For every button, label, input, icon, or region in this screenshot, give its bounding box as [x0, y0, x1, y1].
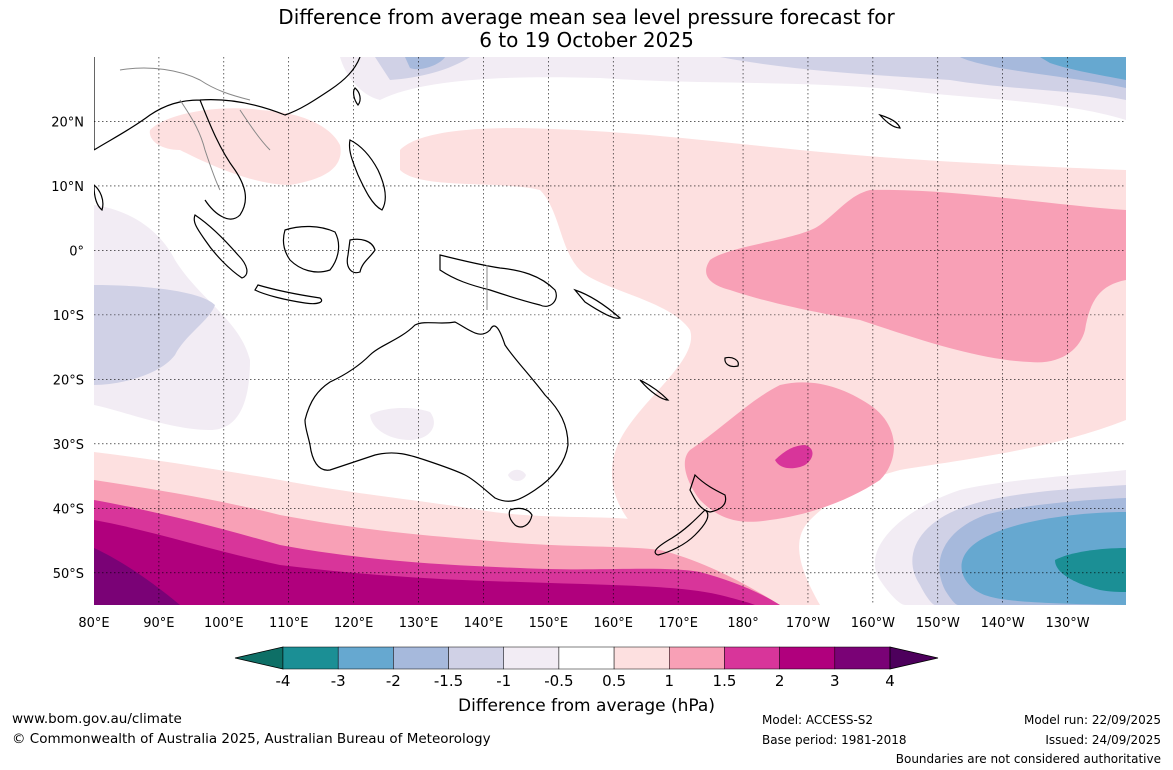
colorbar-swatch	[558, 646, 615, 670]
sri-lanka-coast	[94, 184, 104, 212]
copyright-text: © Commonwealth of Australia 2025, Austra…	[12, 731, 491, 747]
longitude-label: 120°E	[334, 616, 374, 631]
latitude-labels: 20°N 10°N 0° 10°S 20°S 30°S 40°S 50°S	[51, 115, 84, 581]
colorbar-title: Difference from average (hPa)	[458, 696, 715, 716]
colorbar-tick-label: 2	[774, 672, 785, 690]
colorbar-upper-arrow	[889, 646, 939, 670]
longitude-label: 140°W	[981, 616, 1025, 631]
colorbar-swatch	[613, 646, 670, 670]
colorbar-swatch	[503, 646, 560, 670]
latitude-label: 0°	[69, 244, 84, 259]
new-caledonia-coast	[639, 379, 670, 401]
map-title-line1: Difference from average mean sea level p…	[278, 5, 895, 29]
colorbar-swatch	[724, 646, 780, 670]
latitude-label: 10°N	[51, 180, 84, 195]
colorbar-tick-label: -2	[385, 672, 401, 690]
latitude-label: 30°S	[53, 438, 84, 453]
longitude-label: 150°W	[916, 616, 960, 631]
latitude-label: 10°S	[53, 309, 84, 324]
colorbar-tick-label: -1.5	[433, 672, 464, 690]
latitude-label: 40°S	[53, 502, 84, 517]
colorbar-swatch	[779, 646, 836, 670]
colorbar-swatch	[834, 646, 891, 670]
disclaimer-text: Boundaries are not considered authoritat…	[895, 752, 1161, 766]
colorbar-swatch	[448, 646, 504, 670]
fiji-coast	[724, 356, 739, 368]
colorbar-tick-label: 4	[885, 672, 895, 690]
pressure-anomaly-contours	[94, 57, 1126, 605]
longitude-label: 150°E	[529, 616, 569, 631]
colorbar-lower-arrow	[234, 646, 284, 670]
country-borders	[119, 67, 488, 310]
australia-coast	[304, 321, 569, 502]
map-title-line2: 6 to 19 October 2025	[479, 28, 694, 52]
longitude-label: 180°	[727, 616, 758, 631]
colorbar-tick-label: -1	[496, 672, 512, 690]
latitude-label: 20°S	[53, 373, 84, 388]
colorbar-tick-label: 1	[664, 672, 675, 690]
colorbar-tick-label: -4	[275, 672, 291, 690]
model-run-text: Model run: 22/09/2025	[1023, 713, 1161, 727]
longitude-label: 170°W	[786, 616, 830, 631]
longitude-label: 110°E	[269, 616, 309, 631]
colorbar-swatch	[337, 646, 394, 670]
latitude-label: 20°N	[51, 115, 84, 130]
longitude-label: 170°E	[658, 616, 698, 631]
latitude-label: 50°S	[53, 567, 84, 582]
longitude-label: 90°E	[143, 616, 174, 631]
new-zealand-north	[689, 473, 727, 513]
longitude-labels: 80°E 90°E 100°E 110°E 120°E 130°E 140°E 150°E 16…	[78, 616, 1089, 631]
colorbar-tick-label: -3	[330, 672, 346, 690]
colorbar-swatch	[282, 646, 339, 670]
longitude-label: 160°E	[593, 616, 633, 631]
sumatra-coast	[193, 214, 248, 279]
website-text: www.bom.gov.au/climate	[12, 711, 182, 727]
colorbar-tick-label: -0.5	[544, 672, 574, 690]
colorbar-swatch	[393, 646, 449, 670]
tasmania-coast	[508, 507, 533, 528]
taiwan-coast	[352, 87, 361, 106]
sulawesi-coast	[346, 238, 376, 274]
colorbar-tick-label: 3	[830, 672, 840, 690]
new-guinea-coast	[439, 254, 557, 307]
new-zealand-south	[654, 509, 709, 556]
colorbar-tick-label: 1.5	[712, 672, 737, 690]
java-coast	[254, 284, 323, 305]
asia-mainland-coast	[94, 57, 361, 220]
graticule	[94, 57, 1126, 605]
model-text: Model: ACCESS-S2	[762, 713, 874, 727]
longitude-label: 140°E	[464, 616, 504, 631]
issued-text: Issued: 24/09/2025	[1045, 733, 1161, 747]
longitude-label: 80°E	[78, 616, 109, 631]
colorbar	[234, 646, 939, 670]
longitude-label: 130°W	[1045, 616, 1089, 631]
borneo-coast	[282, 225, 340, 273]
base-period-text: Base period: 1981-2018	[762, 733, 907, 747]
colorbar-tick-label: 0.5	[602, 672, 627, 690]
solomons-coast	[573, 288, 622, 319]
philippines-coast	[348, 139, 386, 211]
longitude-label: 130°E	[399, 616, 439, 631]
longitude-label: 160°W	[851, 616, 895, 631]
longitude-label: 100°E	[204, 616, 244, 631]
colorbar-swatch	[669, 646, 725, 670]
